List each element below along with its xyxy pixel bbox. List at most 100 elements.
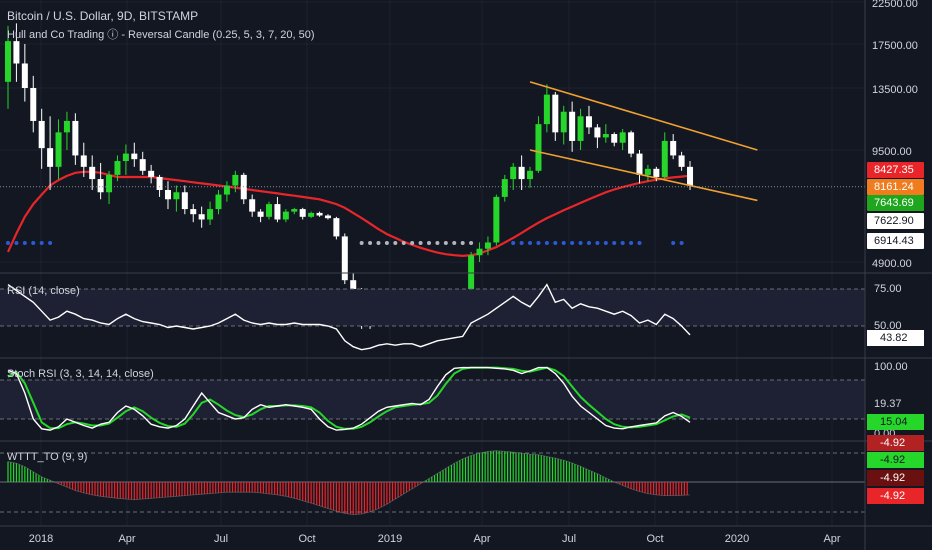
bear-candle	[156, 176, 163, 190]
bull-candle	[122, 153, 129, 162]
stoch-rsi-pane[interactable]	[0, 366, 865, 431]
bull-candle	[55, 132, 62, 167]
wt-badge	[867, 452, 924, 468]
bull-candle	[173, 192, 180, 200]
bear-candle	[552, 94, 559, 133]
gray-dot	[410, 241, 415, 245]
blue-dot	[679, 241, 684, 245]
indicator-title[interactable]: Hull and Co Trading ⓘ - Reversal Candle …	[7, 29, 315, 41]
price-tick-label: 13500.00	[872, 84, 918, 96]
bull-candle	[207, 209, 214, 220]
price-badge	[867, 195, 924, 211]
gray-dot	[469, 241, 474, 245]
wt-badge-label: -4.92	[880, 454, 905, 466]
bull-candle	[527, 170, 534, 180]
stoch-badge-label: 15.04	[880, 416, 908, 428]
bear-candle	[594, 127, 601, 138]
price-tick-label: 9500.00	[872, 146, 912, 158]
bull-candle	[577, 116, 584, 141]
bull-candle	[215, 194, 222, 210]
price-pane[interactable]	[0, 23, 865, 329]
bull-candle	[223, 185, 230, 195]
moving-average-line	[6, 170, 691, 258]
time-tick-label: Jul	[214, 533, 228, 545]
bull-candle	[232, 174, 239, 186]
gray-dot	[435, 241, 440, 245]
price-badge-label: 7622.90	[874, 215, 914, 227]
time-tick-label: 2018	[29, 533, 53, 545]
stoch-tick-label: 100.00	[874, 361, 908, 373]
wt-outline	[7, 450, 691, 516]
gray-dot	[452, 241, 457, 245]
blue-dot	[570, 241, 575, 245]
price-badge	[867, 179, 924, 195]
price-axis[interactable]: 22500.00 17500.00 13500.00 9500.00 4900.00 84…	[867, 0, 924, 504]
bull-candle	[5, 41, 11, 82]
grid-lines	[0, 0, 865, 526]
rsi-pane[interactable]	[0, 283, 865, 351]
bear-candle	[47, 148, 54, 167]
bear-candle	[131, 153, 138, 160]
bear-candle	[13, 41, 20, 64]
bear-candle	[148, 170, 155, 177]
blue-dot	[553, 241, 558, 245]
time-tick-label: Oct	[298, 533, 315, 545]
bear-candle	[274, 204, 281, 220]
bear-candle	[628, 132, 635, 154]
blue-dot	[586, 241, 591, 245]
blue-dot	[48, 241, 53, 245]
bull-candle	[644, 168, 651, 175]
gray-dot	[393, 241, 398, 245]
bear-candle	[139, 159, 146, 171]
stoch-k-line	[7, 366, 691, 431]
bear-candle	[350, 280, 357, 297]
bear-candle	[198, 214, 205, 220]
bear-candle	[89, 166, 96, 180]
bear-candle	[324, 215, 331, 219]
bear-candle	[190, 209, 197, 215]
blue-dot	[39, 241, 44, 245]
bull-candle	[501, 179, 508, 197]
bull-candle	[493, 196, 500, 243]
wt-oscillator-pane[interactable]	[0, 450, 865, 516]
gray-dot	[376, 241, 381, 245]
rsi-band	[0, 289, 865, 326]
symbol-title[interactable]: Bitcoin / U.S. Dollar, 9D, BITSTAMP	[7, 9, 199, 23]
rsi-label[interactable]: RSI (14, close)	[7, 285, 80, 297]
stoch-rsi-label[interactable]: Stoch RSI (3, 3, 14, 14, close)	[7, 368, 154, 380]
blue-dot	[14, 241, 19, 245]
price-badge	[867, 233, 924, 249]
price-badge-label: 7643.69	[874, 197, 914, 209]
bear-candle	[687, 166, 694, 186]
bear-candle	[670, 140, 677, 156]
bear-candle	[341, 236, 348, 281]
blue-dot	[595, 241, 600, 245]
gray-dot	[359, 241, 364, 245]
wt-badge	[867, 488, 924, 504]
stoch-tick-label: 19.37	[874, 398, 902, 410]
blue-dot	[544, 241, 549, 245]
gray-dot	[418, 241, 423, 245]
bear-candle	[21, 63, 28, 88]
bear-candle	[72, 120, 79, 156]
time-axis[interactable]: 2018 Apr Jul Oct 2019 Apr Jul Oct 2020 Apr	[29, 533, 841, 545]
rsi-tick-label: 75.00	[874, 283, 902, 295]
time-tick-label: Apr	[473, 533, 490, 545]
channel-lower-line	[529, 149, 758, 202]
blue-dot	[536, 241, 541, 245]
bull-candle	[619, 132, 626, 143]
bull-candle	[282, 211, 289, 220]
bull-candle	[476, 248, 483, 256]
bear-candle	[585, 116, 592, 128]
time-tick-label: Oct	[646, 533, 663, 545]
bear-candle	[653, 168, 660, 177]
bear-candle	[30, 88, 37, 121]
bull-candle	[266, 204, 273, 217]
gray-dot	[384, 241, 389, 245]
blue-dot	[519, 241, 524, 245]
wt-label[interactable]: WTTT_TO (9, 9)	[7, 451, 88, 463]
bear-candle	[333, 218, 340, 237]
bear-candle	[257, 211, 264, 217]
bear-candle	[569, 111, 576, 141]
